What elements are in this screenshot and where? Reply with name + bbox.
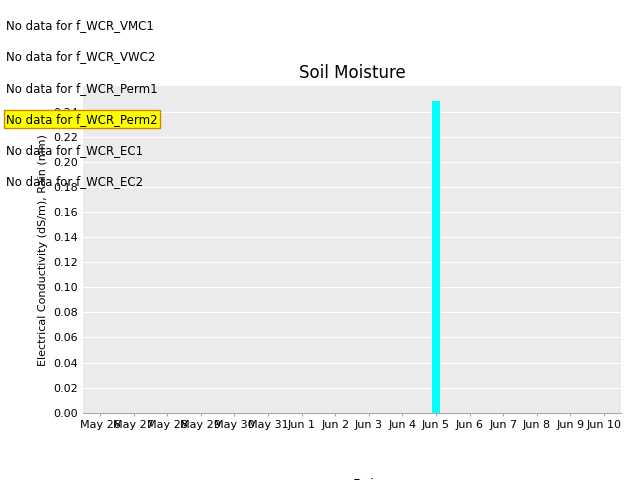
Text: No data for f_WCR_EC1: No data for f_WCR_EC1 xyxy=(6,144,143,157)
Title: Soil Moisture: Soil Moisture xyxy=(299,64,405,82)
Legend: Rain: Rain xyxy=(315,472,389,480)
Text: No data for f_WCR_VWC2: No data for f_WCR_VWC2 xyxy=(6,50,156,63)
Text: No data for f_WCR_VMC1: No data for f_WCR_VMC1 xyxy=(6,19,154,32)
Text: No data for f_WCR_Perm1: No data for f_WCR_Perm1 xyxy=(6,82,158,95)
Text: No data for f_WCR_EC2: No data for f_WCR_EC2 xyxy=(6,175,143,188)
Bar xyxy=(432,101,440,413)
Y-axis label: Electrical Conductivity (dS/m), Rain (mm): Electrical Conductivity (dS/m), Rain (mm… xyxy=(38,133,48,366)
Text: No data for f_WCR_Perm2: No data for f_WCR_Perm2 xyxy=(6,113,158,126)
